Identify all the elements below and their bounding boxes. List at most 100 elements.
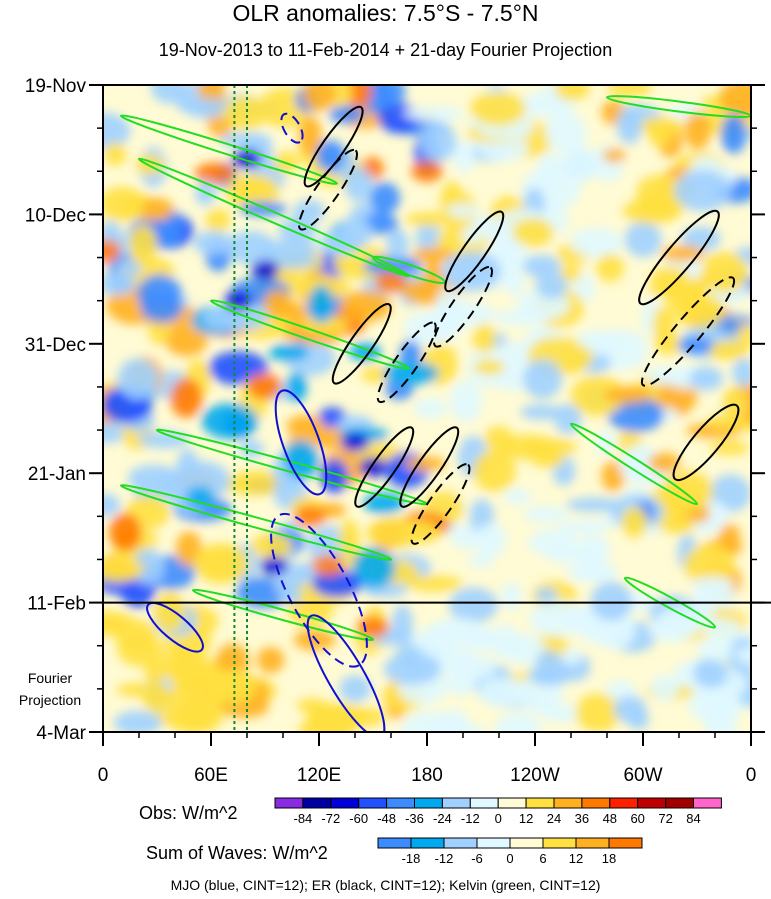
olr-shade-cell [706, 340, 749, 361]
olr-shade-cell [732, 358, 751, 387]
olr-shade-cell [308, 285, 334, 324]
olr-shade-cell [441, 251, 502, 292]
er-contour [298, 148, 358, 231]
olr-core-positive [411, 160, 443, 183]
olr-shade-cell [201, 403, 258, 439]
projection-label-2: Projection [18, 692, 82, 708]
chart-subtitle: 19-Nov-2013 to 11-Feb-2014 + 21-day Four… [158, 40, 613, 60]
colorbar-cell [441, 797, 471, 809]
olr-shade-cell [219, 132, 272, 149]
contour-legend: MJO (blue, CINT=12); ER (black, CINT=12)… [170, 877, 601, 893]
olr-shade-cell [343, 707, 386, 727]
olr-shade-cell [652, 305, 676, 345]
y-tick-label: 19-Nov [25, 76, 87, 97]
olr-shade-cell [449, 380, 483, 423]
olr-core-positive [375, 271, 407, 294]
olr-shade-cell [411, 247, 454, 263]
olr-shade-cell [250, 533, 294, 559]
colorbar-label: -48 [377, 811, 396, 826]
olr-shade-cell [184, 98, 230, 119]
olr-shade-cell [649, 675, 680, 701]
olr-shade-cell [520, 404, 563, 420]
olr-shade-cell [339, 290, 392, 323]
olr-shade-cell [438, 709, 470, 732]
er-contour [331, 302, 392, 385]
colorbar-label: 0 [495, 811, 502, 826]
olr-shade-cell [535, 586, 558, 603]
olr-shade-cell [144, 657, 165, 685]
olr-shade-cell [453, 140, 476, 173]
kelvin-contour [191, 588, 375, 642]
olr-shade-cell [478, 677, 529, 707]
olr-shade-cell [545, 113, 588, 153]
olr-shade-cell [468, 552, 495, 568]
olr-shade-cell [315, 140, 346, 172]
olr-shade-cell [535, 272, 568, 300]
olr-shade-cell [113, 710, 163, 732]
olr-shade-cell [566, 497, 623, 513]
olr-shade-cell [576, 535, 611, 568]
er-contour [672, 403, 740, 482]
x-tick-label: 60W [623, 765, 662, 786]
olr-shade-cell [658, 605, 716, 633]
colorbar-cell [609, 797, 639, 809]
olr-shade-cell [580, 565, 617, 583]
colorbar-cell [608, 837, 643, 849]
olr-shade-cell [223, 95, 268, 131]
olr-shade-cell [435, 287, 462, 329]
olr-shade-cell [103, 112, 131, 150]
olr-shade-cell [522, 254, 562, 278]
olr-shade-cell [570, 375, 626, 416]
er-contour [399, 426, 460, 508]
olr-core-negative [359, 457, 387, 478]
olr-shade-cell [648, 452, 681, 473]
olr-shade-cell [675, 294, 725, 329]
olr-shade-cell [192, 230, 234, 255]
olr-shade-cell [409, 627, 461, 651]
olr-shade-cell [298, 116, 322, 156]
olr-shade-cell [607, 397, 664, 433]
olr-shade-cell [293, 199, 325, 224]
olr-shade-cell [302, 85, 337, 112]
chart-title: OLR anomalies: 7.5°S - 7.5°N [232, 0, 539, 26]
olr-shade-cell [529, 599, 586, 637]
olr-shade-cell [473, 359, 505, 375]
olr-shade-cell [488, 624, 520, 659]
olr-shade-cell [103, 221, 122, 242]
olr-shade-cell [472, 323, 496, 354]
colorbar-label: -12 [461, 811, 480, 826]
olr-shade-cell [697, 637, 734, 661]
colorbar-cell [330, 797, 360, 809]
olr-shade-cell [404, 211, 456, 227]
olr-shade-cell [536, 151, 565, 188]
mjo-contour [306, 614, 386, 732]
kelvin-contour [605, 95, 751, 119]
colorbar-cell [509, 837, 544, 849]
olr-core-positive [357, 616, 389, 639]
olr-shade-cell [259, 239, 319, 258]
mjo-contour [270, 512, 368, 668]
colorbar-cell [553, 797, 583, 809]
olr-shade-cell [256, 646, 285, 674]
er-contour [410, 463, 471, 545]
olr-shade-cell [473, 450, 516, 492]
colorbar-cell [637, 797, 667, 809]
olr-shade-cell [681, 226, 721, 252]
colorbar-label: 60 [630, 811, 644, 826]
olr-shade-cell [296, 698, 329, 714]
olr-shade-cell [103, 186, 145, 222]
olr-core-negative [251, 259, 279, 280]
olr-shade-cell [401, 520, 441, 544]
olr-shade-cell [372, 85, 406, 106]
olr-shade-cell [386, 229, 409, 260]
olr-shade-cell [343, 167, 374, 202]
waves-legend-label: Sum of Waves: W/m^2 [146, 843, 328, 863]
x-tick-label: 120W [510, 765, 560, 786]
x-tick-label: 0 [98, 765, 109, 786]
colorbar-label: 6 [539, 851, 546, 866]
olr-shade-cell [420, 121, 457, 162]
olr-shade-cell [205, 208, 231, 233]
olr-shade-cell [521, 438, 578, 457]
x-axis: 0 60E 120E 180 120W 60W 0 [98, 732, 756, 786]
